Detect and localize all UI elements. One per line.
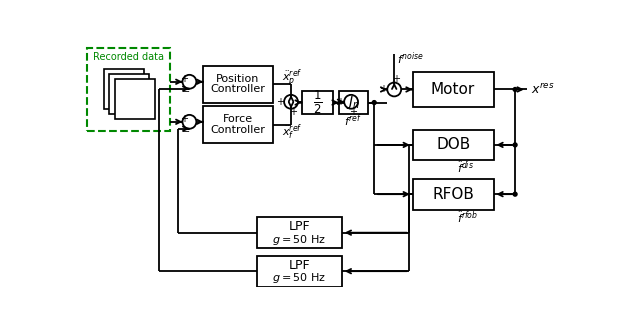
Circle shape xyxy=(372,100,376,104)
Text: LPF: LPF xyxy=(289,220,310,233)
Text: +: + xyxy=(337,97,344,107)
Text: +: + xyxy=(349,107,357,117)
Text: $\hat{f}^{rfob}$: $\hat{f}^{rfob}$ xyxy=(457,208,478,225)
Bar xyxy=(302,91,333,114)
Text: $g = 50\ \mathrm{Hz}$: $g = 50\ \mathrm{Hz}$ xyxy=(273,232,326,247)
Text: $g = 50\ \mathrm{Hz}$: $g = 50\ \mathrm{Hz}$ xyxy=(273,271,326,285)
Text: $\ddot{x}_f^{ref}$: $\ddot{x}_f^{ref}$ xyxy=(282,123,303,142)
Text: +: + xyxy=(289,107,298,117)
Circle shape xyxy=(387,82,401,96)
Bar xyxy=(115,79,155,119)
Bar xyxy=(413,129,493,160)
Bar xyxy=(87,48,170,131)
Circle shape xyxy=(513,192,517,196)
Text: $f^{ref}$: $f^{ref}$ xyxy=(344,112,363,128)
Circle shape xyxy=(344,95,358,109)
Circle shape xyxy=(284,95,298,109)
Text: +: + xyxy=(276,97,284,107)
Bar xyxy=(204,66,273,102)
Text: +: + xyxy=(180,74,188,84)
Circle shape xyxy=(182,115,196,129)
Bar xyxy=(204,106,273,143)
Text: $x^{res}$: $x^{res}$ xyxy=(531,82,554,97)
Bar xyxy=(109,74,149,114)
Bar xyxy=(339,91,368,114)
Text: Controller: Controller xyxy=(211,84,266,94)
Circle shape xyxy=(513,143,517,147)
Text: RFOB: RFOB xyxy=(432,187,474,202)
Text: +: + xyxy=(180,114,188,124)
Text: Position: Position xyxy=(216,74,260,84)
Text: $\frac{1}{2}$: $\frac{1}{2}$ xyxy=(312,89,322,116)
Circle shape xyxy=(182,75,196,89)
Circle shape xyxy=(513,88,517,91)
Text: Recorded data: Recorded data xyxy=(93,52,164,62)
Text: LPF: LPF xyxy=(289,259,310,271)
Bar xyxy=(257,217,342,248)
Text: $J_n$: $J_n$ xyxy=(346,94,360,111)
Text: Force: Force xyxy=(223,115,253,125)
Text: −: − xyxy=(182,87,190,97)
Text: −: − xyxy=(182,127,190,137)
Text: Controller: Controller xyxy=(211,125,266,135)
Text: Motor: Motor xyxy=(431,82,476,97)
Text: $\ddot{x}_p^{ref}$: $\ddot{x}_p^{ref}$ xyxy=(282,68,303,90)
Text: +: + xyxy=(380,84,387,94)
Bar xyxy=(413,72,493,107)
Text: $\hat{f}^{dis}$: $\hat{f}^{dis}$ xyxy=(457,159,474,175)
Bar xyxy=(104,70,144,109)
Bar xyxy=(413,179,493,210)
Text: +: + xyxy=(392,74,401,84)
Text: DOB: DOB xyxy=(436,137,470,152)
Bar xyxy=(257,256,342,287)
Text: $f^{noise}$: $f^{noise}$ xyxy=(397,50,424,67)
